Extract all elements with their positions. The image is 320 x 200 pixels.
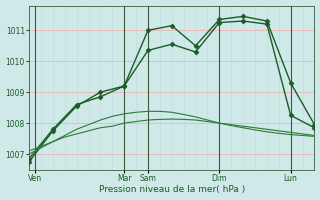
X-axis label: Pression niveau de la mer( hPa ): Pression niveau de la mer( hPa ) bbox=[99, 185, 245, 194]
